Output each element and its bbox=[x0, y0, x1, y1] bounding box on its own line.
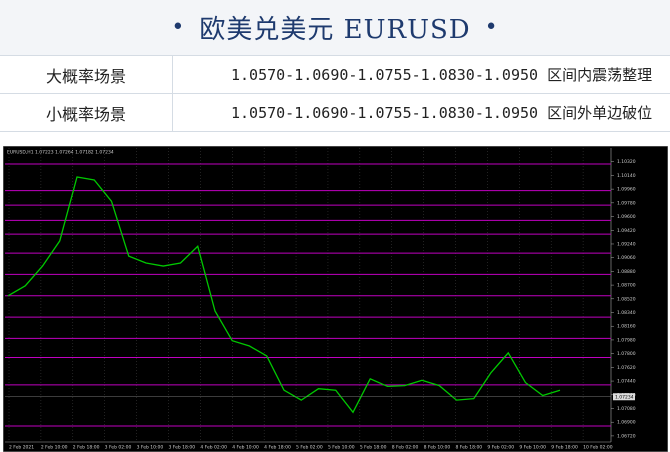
x-tick-label: 10 Feb 02:00 bbox=[583, 445, 613, 451]
y-tick-label: 1.09600 bbox=[617, 214, 636, 220]
last-price-label: 1.07234 bbox=[615, 394, 634, 400]
y-tick-label: 1.06900 bbox=[617, 420, 636, 426]
y-tick-label: 1.08880 bbox=[617, 269, 636, 275]
x-tick-label: 2 Feb 10:00 bbox=[41, 445, 68, 451]
scenario-table: 大概率场景 1.0570-1.0690-1.0755-1.0830-1.0950 … bbox=[0, 56, 670, 132]
x-tick-label: 4 Feb 18:00 bbox=[264, 445, 291, 451]
y-tick-label: 1.07620 bbox=[617, 365, 636, 371]
x-tick-label: 8 Feb 02:00 bbox=[392, 445, 419, 451]
x-tick-label: 3 Feb 10:00 bbox=[137, 445, 164, 451]
x-tick-label: 5 Feb 02:00 bbox=[296, 445, 323, 451]
y-tick-label: 1.08700 bbox=[617, 283, 636, 289]
chart-info: EURUSD,H1 1.07223 1.07264 1.07182 1.0723… bbox=[7, 150, 114, 156]
x-tick-label: 8 Feb 18:00 bbox=[456, 445, 483, 451]
chart: EURUSD,H1 1.07223 1.07264 1.07182 1.0723… bbox=[3, 146, 668, 452]
y-tick-label: 1.07080 bbox=[617, 406, 636, 412]
y-tick-label: 1.08520 bbox=[617, 296, 636, 302]
row: 小概率场景 1.0570-1.0690-1.0755-1.0830-1.0950 … bbox=[0, 93, 670, 132]
x-tick-label: 5 Feb 10:00 bbox=[328, 445, 355, 451]
y-tick-label: 1.09240 bbox=[617, 241, 636, 247]
y-tick-label: 1.08340 bbox=[617, 310, 636, 316]
price-line bbox=[7, 176, 561, 414]
y-tick-label: 1.09060 bbox=[617, 255, 636, 261]
x-tick-label: 2 Feb 2021 bbox=[9, 445, 34, 451]
x-tick-label: 9 Feb 10:00 bbox=[519, 445, 546, 451]
header: • 欧美兑美元 EURUSD • bbox=[0, 0, 670, 56]
last-price-tag bbox=[613, 393, 635, 401]
y-tick-label: 1.08160 bbox=[617, 324, 636, 330]
cell: 1.0570-1.0690-1.0755-1.0830-1.0950 区间内震荡… bbox=[172, 56, 670, 94]
x-tick-label: 3 Feb 18:00 bbox=[168, 445, 195, 451]
y-tick-label: 1.10140 bbox=[617, 173, 636, 179]
chart-bg bbox=[3, 146, 668, 452]
cell: 1.0570-1.0690-1.0755-1.0830-1.0950 区间外单边… bbox=[172, 93, 670, 132]
x-tick-label: 9 Feb 02:00 bbox=[487, 445, 514, 451]
x-tick-label: 5 Feb 18:00 bbox=[360, 445, 387, 451]
x-tick-label: 2 Feb 18:00 bbox=[73, 445, 100, 451]
y-tick-label: 1.09960 bbox=[617, 187, 636, 193]
y-tick-label: 1.06720 bbox=[617, 433, 636, 439]
x-tick-label: 8 Feb 10:00 bbox=[424, 445, 451, 451]
cell: 大概率场景 bbox=[0, 56, 173, 94]
y-tick-label: 1.10320 bbox=[617, 159, 636, 165]
y-tick-label: 1.07800 bbox=[617, 351, 636, 357]
x-tick-label: 3 Feb 02:00 bbox=[105, 445, 132, 451]
y-tick-label: 1.09780 bbox=[617, 200, 636, 206]
x-tick-label: 4 Feb 02:00 bbox=[200, 445, 227, 451]
y-tick-label: 1.09420 bbox=[617, 228, 636, 234]
cell: 小概率场景 bbox=[0, 93, 173, 132]
title: 欧美兑美元 EURUSD bbox=[199, 15, 471, 45]
y-tick-label: 1.07980 bbox=[617, 337, 636, 343]
x-tick-label: 9 Feb 18:00 bbox=[551, 445, 578, 451]
x-tick-label: 4 Feb 10:00 bbox=[232, 445, 259, 451]
y-tick-label: 1.07440 bbox=[617, 379, 636, 385]
row: 大概率场景 1.0570-1.0690-1.0755-1.0830-1.0950 … bbox=[0, 56, 670, 94]
